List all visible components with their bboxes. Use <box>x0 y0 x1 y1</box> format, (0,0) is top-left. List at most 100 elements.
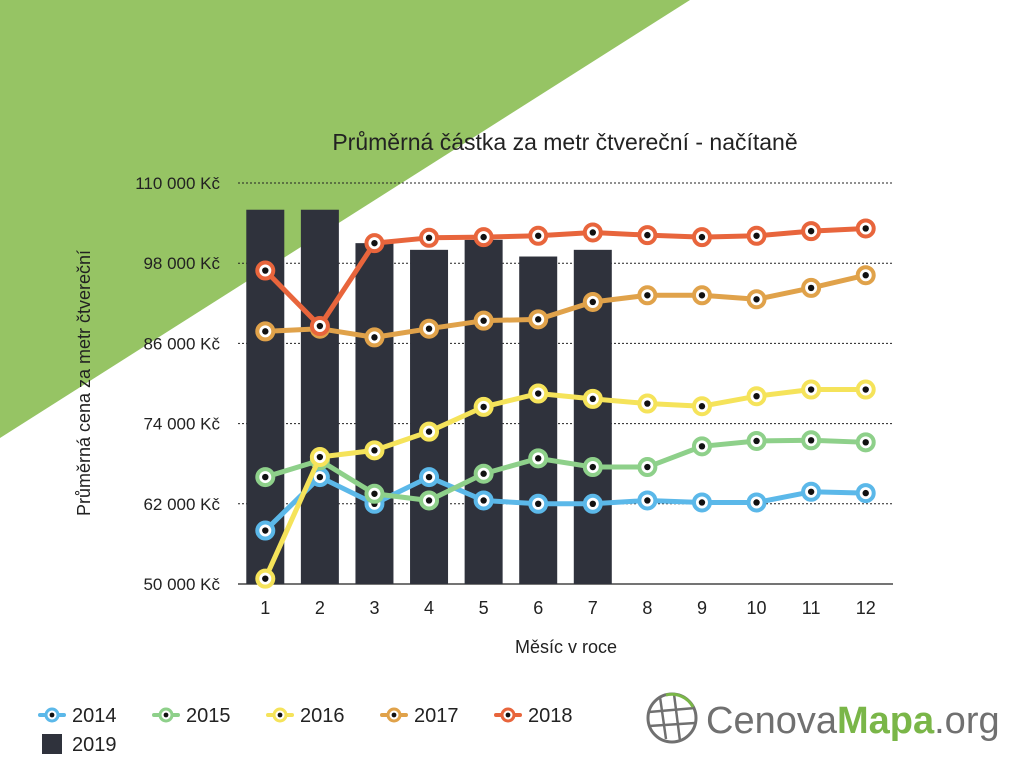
data-point <box>309 447 330 468</box>
x-tick-label: 7 <box>588 598 598 618</box>
data-point <box>801 379 822 400</box>
x-axis-ticks: 1 2 3 4 5 6 7 8 9 10 11 12 <box>260 598 875 618</box>
data-point <box>746 225 767 246</box>
y-tick-label: 98 000 Kč <box>143 254 220 273</box>
y-tick-label: 50 000 Kč <box>143 575 220 594</box>
data-point <box>691 492 712 513</box>
data-point <box>746 492 767 513</box>
data-point <box>255 520 276 541</box>
bar-2019 <box>300 209 339 584</box>
x-tick-label: 1 <box>260 598 270 618</box>
data-point <box>528 448 549 469</box>
data-point <box>637 285 658 306</box>
data-point <box>691 285 712 306</box>
logo-text-cenova: Cenova <box>706 700 838 742</box>
y-tick-label: 62 000 Kč <box>143 495 220 514</box>
background-green-triangle <box>0 0 690 438</box>
data-point <box>419 318 440 339</box>
data-point <box>691 436 712 457</box>
x-tick-label: 8 <box>642 598 652 618</box>
chart-gridlines <box>238 182 893 585</box>
data-point <box>473 490 494 511</box>
data-point <box>309 316 330 337</box>
logo-text-org: .org <box>934 700 999 742</box>
x-tick-label: 3 <box>369 598 379 618</box>
series-2018 <box>255 218 876 337</box>
data-point <box>528 383 549 404</box>
data-point <box>528 493 549 514</box>
data-point <box>855 432 876 453</box>
legend-item-2015: 2015 <box>152 705 231 727</box>
y-tick-label: 110 000 Kč <box>135 174 220 193</box>
data-point <box>473 463 494 484</box>
y-tick-label: 74 000 Kč <box>143 415 220 434</box>
data-point <box>528 225 549 246</box>
legend-item-2018: 2018 <box>494 705 573 727</box>
data-point <box>637 457 658 478</box>
data-point <box>255 260 276 281</box>
data-point <box>855 218 876 239</box>
x-tick-label: 9 <box>697 598 707 618</box>
line-series <box>255 218 876 589</box>
bar-2019 <box>410 249 449 585</box>
data-point <box>746 289 767 310</box>
legend-label: 2017 <box>414 705 459 727</box>
bar-2019 <box>519 256 558 584</box>
x-tick-label: 4 <box>424 598 434 618</box>
legend-label: 2019 <box>72 734 117 756</box>
data-point <box>473 310 494 331</box>
data-point <box>691 396 712 417</box>
data-point <box>582 457 603 478</box>
bar-2019 <box>355 243 394 584</box>
data-point <box>855 483 876 504</box>
data-point <box>855 265 876 286</box>
data-point <box>255 568 276 589</box>
data-point <box>419 227 440 248</box>
legend: 2014 2015 2016 2017 2018 2019 <box>38 705 573 756</box>
data-point <box>528 309 549 330</box>
series-line <box>262 272 869 340</box>
legend-label: 2014 <box>72 705 117 727</box>
legend-item-2017: 2017 <box>380 705 459 727</box>
data-point <box>473 396 494 417</box>
chart-title: Průměrná částka za metr čtvereční - načí… <box>332 129 797 155</box>
data-point <box>582 222 603 243</box>
y-axis-ticks: 50 000 Kč 62 000 Kč 74 000 Kč 86 000 Kč 98 0… <box>135 174 220 594</box>
data-point <box>364 483 385 504</box>
data-point <box>255 467 276 488</box>
data-point <box>637 393 658 414</box>
legend-bar-marker <box>42 734 62 754</box>
series-2015 <box>255 430 876 511</box>
x-tick-label: 10 <box>747 598 767 618</box>
x-axis-label: Měsíc v roce <box>515 637 617 657</box>
series-2016 <box>255 379 876 589</box>
data-point <box>801 221 822 242</box>
data-point <box>691 227 712 248</box>
data-point <box>801 430 822 451</box>
data-point <box>473 227 494 248</box>
data-point <box>801 277 822 298</box>
data-point <box>637 225 658 246</box>
x-tick-label: 11 <box>802 598 821 618</box>
data-point <box>255 321 276 342</box>
x-tick-label: 2 <box>315 598 325 618</box>
legend-item-2014: 2014 <box>38 705 117 727</box>
svg-text:CenovaMapa.org: CenovaMapa.org <box>706 700 1000 742</box>
y-tick-label: 86 000 Kč <box>143 334 220 353</box>
legend-label: 2018 <box>528 705 573 727</box>
data-point <box>419 467 440 488</box>
cenovamapa-logo: CenovaMapa.org <box>646 692 1000 744</box>
data-point <box>801 481 822 502</box>
data-point <box>364 327 385 348</box>
data-point <box>582 493 603 514</box>
legend-item-2019: 2019 <box>42 734 117 756</box>
series-line <box>262 437 869 503</box>
x-tick-label: 6 <box>533 598 543 618</box>
data-point <box>419 490 440 511</box>
data-point <box>746 430 767 451</box>
legend-label: 2015 <box>186 705 231 727</box>
data-point <box>582 388 603 409</box>
globe-grid-icon <box>646 692 698 744</box>
logo-text-mapa: Mapa <box>837 700 935 742</box>
